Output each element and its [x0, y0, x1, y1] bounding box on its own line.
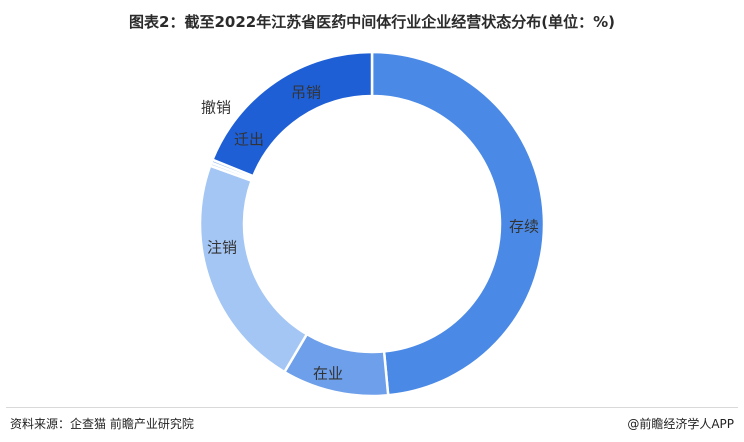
slice-3 — [198, 164, 309, 374]
source-note: 资料来源：企查猫 前瞻产业研究院 — [10, 417, 194, 431]
slice-label-4: 迁出 — [234, 131, 264, 149]
slice-label-6: 吊销 — [291, 84, 321, 102]
slice-label-3: 注销 — [207, 239, 237, 257]
slice-label-5: 撤销 — [201, 99, 231, 117]
slice-1 — [370, 50, 546, 397]
chart-title: 图表2：截至2022年江苏省医药中间体行业企业经营状态分布(单位：%) — [129, 13, 615, 31]
footer-divider — [6, 407, 738, 408]
slice-label-1: 存续 — [509, 218, 539, 236]
slice-6 — [210, 50, 374, 178]
slice-label-2: 在业 — [313, 365, 343, 383]
brand-credit: @前瞻经济学人APP — [627, 417, 734, 431]
